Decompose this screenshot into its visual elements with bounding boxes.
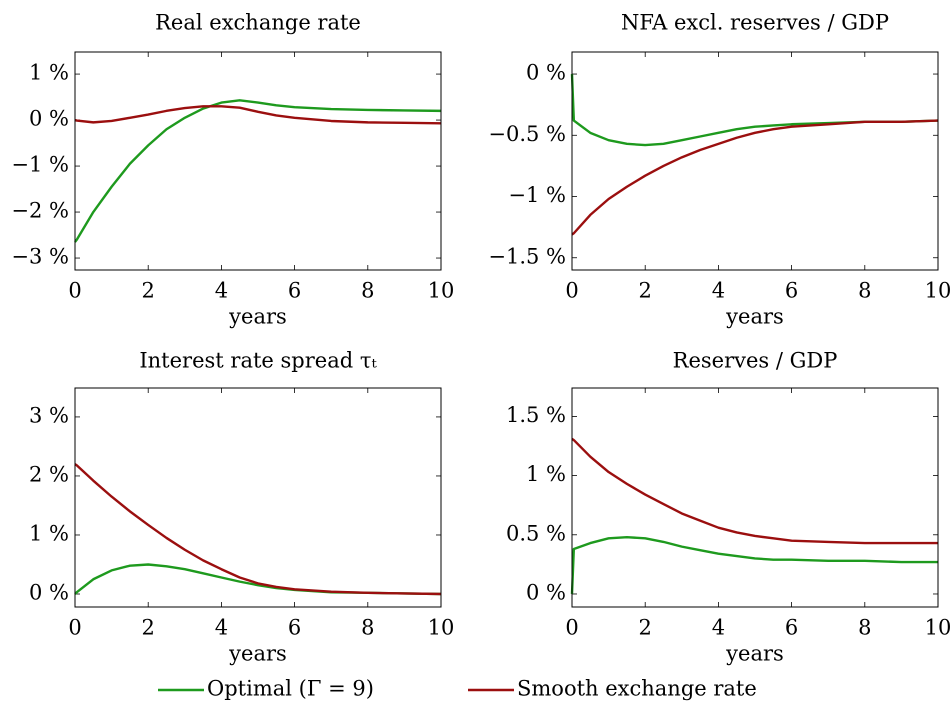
y-tick-label: 0 % <box>29 107 69 131</box>
x-tick-label: 8 <box>858 616 871 640</box>
x-tick-label: 8 <box>858 279 871 303</box>
data-line <box>570 73 939 147</box>
x-tick-label: 2 <box>639 616 652 640</box>
y-tick-label: 1 % <box>29 521 69 545</box>
plot-frame <box>571 51 939 271</box>
x-tick-label: 0 <box>68 279 81 303</box>
x-tick-label: 10 <box>428 279 455 303</box>
legend-label: Optimal (Γ = 9) <box>207 677 374 701</box>
x-tick-label: 4 <box>215 616 228 640</box>
y-tick-label: 1.5 % <box>506 403 566 427</box>
x-tick-label: 6 <box>288 279 301 303</box>
x-tick-label: 6 <box>785 279 798 303</box>
y-tick-label: 0 % <box>526 580 566 604</box>
y-tick-label: −0.5 % <box>488 122 566 146</box>
y-tick-label: 3 % <box>29 403 69 427</box>
x-tick-label: 10 <box>428 616 455 640</box>
data-line <box>570 535 938 595</box>
y-tick-label: 1 % <box>29 61 69 85</box>
x-tick-label: 2 <box>142 279 155 303</box>
data-line <box>74 563 442 596</box>
y-tick-label: 0 % <box>29 581 69 605</box>
x-tick-label: 4 <box>712 279 725 303</box>
x-axis-label: years <box>228 642 287 666</box>
chart-title: NFA excl. reserves / GDP <box>621 11 889 35</box>
legend-label: Smooth exchange rate <box>517 677 757 701</box>
y-tick-label: 2 % <box>29 462 69 486</box>
x-axis-label: years <box>228 305 287 329</box>
y-tick-label: −1 % <box>11 153 69 177</box>
chart-title: Reserves / GDP <box>673 349 838 373</box>
plot-frame <box>571 387 939 608</box>
chart-title: Interest rate spread τₜ <box>139 349 377 373</box>
plot-frame <box>74 51 442 271</box>
x-tick-label: 0 <box>565 616 578 640</box>
y-tick-label: −3 % <box>11 245 69 269</box>
x-axis-label: years <box>725 642 784 666</box>
x-tick-label: 4 <box>712 616 725 640</box>
y-tick-label: −1 % <box>508 183 566 207</box>
y-tick-label: 0 % <box>526 61 566 85</box>
plot-frame <box>74 387 442 608</box>
data-line <box>74 463 442 596</box>
x-tick-label: 0 <box>565 279 578 303</box>
y-tick-label: 0.5 % <box>506 521 566 545</box>
data-line <box>571 437 938 545</box>
x-axis-label: years <box>725 305 784 329</box>
x-tick-label: 8 <box>361 279 374 303</box>
x-tick-label: 10 <box>925 279 950 303</box>
y-tick-label: −1.5 % <box>488 244 566 268</box>
chart-title: Real exchange rate <box>155 11 361 35</box>
y-tick-label: −2 % <box>11 199 69 223</box>
x-tick-label: 8 <box>361 616 374 640</box>
x-tick-label: 6 <box>288 616 301 640</box>
x-tick-label: 2 <box>142 616 155 640</box>
x-tick-label: 2 <box>639 279 652 303</box>
x-tick-label: 0 <box>68 616 81 640</box>
x-tick-label: 6 <box>785 616 798 640</box>
x-tick-label: 10 <box>925 616 950 640</box>
data-line <box>571 119 939 236</box>
data-line <box>74 105 442 125</box>
y-tick-label: 1 % <box>526 462 566 486</box>
x-tick-label: 4 <box>215 279 228 303</box>
